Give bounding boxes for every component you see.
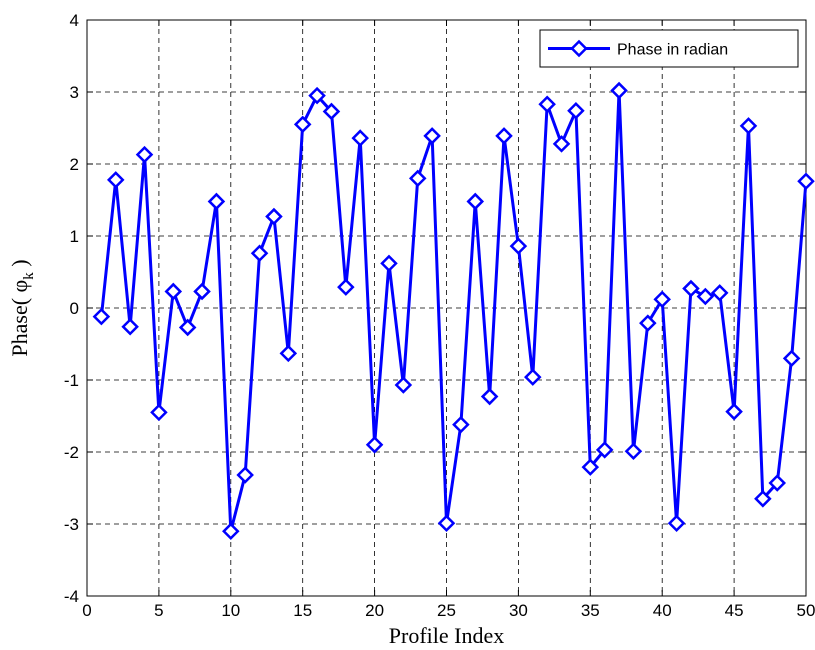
legend: Phase in radian bbox=[539, 29, 799, 68]
data-point bbox=[308, 86, 326, 105]
data-point bbox=[106, 171, 125, 189]
y-tick-label: 2 bbox=[70, 155, 79, 174]
data-point bbox=[782, 349, 801, 368]
data-point bbox=[135, 145, 154, 164]
data-point bbox=[768, 474, 787, 492]
y-tick-label: 1 bbox=[70, 227, 79, 246]
x-tick-label: 35 bbox=[581, 601, 600, 620]
data-point bbox=[495, 127, 513, 145]
series-line bbox=[99, 89, 808, 533]
x-tick-label: 30 bbox=[509, 601, 528, 620]
data-point bbox=[725, 402, 743, 421]
data-point bbox=[265, 207, 283, 226]
x-tick-label: 10 bbox=[221, 601, 240, 620]
y-tick-label: 0 bbox=[70, 299, 79, 318]
plot-frame bbox=[86, 19, 807, 597]
data-point bbox=[437, 514, 456, 533]
data-point bbox=[581, 458, 600, 476]
data-point bbox=[222, 522, 240, 540]
y-axis-title-symbol: φ bbox=[7, 280, 32, 293]
data-point bbox=[293, 115, 312, 134]
y-tick-label: -4 bbox=[64, 587, 79, 606]
y-tick-label: -2 bbox=[64, 443, 79, 462]
data-point bbox=[207, 192, 226, 211]
axis-ticks: 0 5 10 15 20 25 30 35 40 45 50 -4 -3 -2 -1 0 1 2 3 4 bbox=[64, 11, 815, 620]
x-tick-label: 50 bbox=[797, 601, 815, 620]
data-point bbox=[567, 101, 585, 120]
y-axis-title-suffix: ) bbox=[7, 259, 32, 272]
data-point bbox=[121, 317, 139, 336]
data-point bbox=[682, 279, 700, 298]
data-point bbox=[150, 403, 168, 422]
data-point bbox=[509, 237, 528, 255]
data-point bbox=[754, 490, 772, 508]
x-tick-label: 25 bbox=[437, 601, 456, 620]
series bbox=[92, 81, 815, 540]
data-point bbox=[797, 172, 815, 191]
data-point bbox=[538, 95, 556, 114]
x-axis-title: Profile Index bbox=[389, 623, 504, 648]
data-point bbox=[279, 344, 298, 363]
data-point bbox=[423, 127, 441, 145]
legend-label: Phase in radian bbox=[617, 42, 728, 59]
x-tick-label: 45 bbox=[725, 601, 744, 620]
data-point bbox=[653, 290, 671, 309]
y-axis-title-subscript: k bbox=[21, 272, 37, 280]
y-tick-label: 3 bbox=[70, 83, 79, 102]
data-point bbox=[322, 102, 341, 121]
data-point bbox=[394, 376, 413, 394]
data-point bbox=[552, 135, 571, 153]
x-tick-label: 40 bbox=[653, 601, 672, 620]
y-tick-label: -1 bbox=[64, 371, 79, 390]
data-point bbox=[480, 387, 499, 406]
data-point bbox=[351, 129, 369, 147]
y-axis-title: Phase( φk ) bbox=[7, 259, 37, 356]
data-point bbox=[178, 318, 197, 337]
data-point bbox=[236, 466, 254, 484]
x-tick-label: 15 bbox=[293, 601, 312, 620]
data-point bbox=[92, 307, 111, 326]
data-point bbox=[452, 415, 470, 434]
x-tick-label: 5 bbox=[154, 601, 163, 620]
data-point bbox=[624, 442, 643, 461]
data-point bbox=[380, 254, 398, 273]
data-point bbox=[408, 169, 427, 188]
data-point bbox=[710, 284, 729, 302]
data-point bbox=[639, 314, 657, 332]
data-point bbox=[466, 192, 485, 211]
data-point bbox=[739, 117, 758, 135]
data-point bbox=[696, 287, 715, 306]
data-point bbox=[250, 244, 269, 263]
y-tick-label: 4 bbox=[70, 11, 79, 30]
data-point bbox=[193, 282, 211, 301]
data-point bbox=[610, 81, 628, 100]
data-point bbox=[667, 514, 686, 533]
data-point bbox=[337, 278, 355, 296]
x-tick-label: 20 bbox=[365, 601, 384, 620]
data-point bbox=[164, 282, 183, 301]
grid bbox=[87, 20, 806, 596]
y-axis-title-prefix: Phase( bbox=[7, 292, 32, 356]
data-point bbox=[524, 368, 542, 386]
data-point bbox=[595, 441, 614, 459]
legend-diamond-marker bbox=[570, 39, 588, 58]
y-tick-label: -3 bbox=[64, 515, 79, 534]
x-tick-label: 0 bbox=[82, 601, 91, 620]
data-point bbox=[365, 436, 384, 454]
